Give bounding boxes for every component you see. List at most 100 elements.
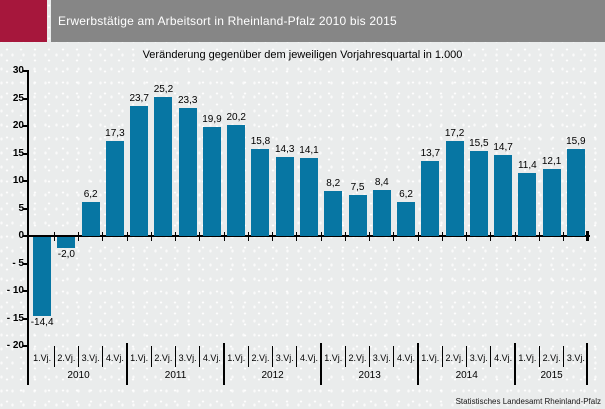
bar-value-label: 14,1 (299, 145, 319, 157)
bar (105, 140, 124, 236)
bar-value-label: 17,3 (105, 127, 125, 139)
year-separator (320, 343, 323, 385)
quarter-label: 2.Vj. (57, 353, 76, 363)
y-axis-tick (23, 70, 29, 72)
bar (130, 105, 149, 236)
bar (421, 160, 440, 236)
y-axis-label: 0 (18, 230, 24, 241)
year-separator (417, 343, 420, 385)
y-axis-tick (23, 262, 29, 265)
bar-value-label: 13,7 (420, 147, 441, 159)
quarter-label: 2.Vj. (251, 353, 270, 363)
quarter-label: 3.Vj. (275, 353, 294, 363)
quarter-tick (247, 232, 249, 241)
quarter-label: 1.Vj. (421, 353, 440, 363)
quarter-label: 2.Vj. (445, 353, 464, 363)
quarter-separator (369, 346, 371, 367)
quarter-separator (538, 346, 540, 367)
bar-value-label: 11,4 (517, 160, 537, 172)
quarter-separator (563, 346, 565, 367)
quarter-tick (441, 232, 443, 241)
year-label: 2011 (164, 370, 187, 381)
quarter-separator (466, 346, 468, 367)
quarter-label: 2.Vj. (348, 353, 367, 363)
chart-subtitle: Veränderung gegenüber dem jeweiligen Vor… (142, 49, 463, 61)
quarter-label: 1.Vj. (518, 353, 537, 363)
quarter-separator (393, 346, 395, 367)
bar-value-label: 23,3 (177, 94, 198, 106)
quarter-label: 4.Vj. (494, 353, 513, 363)
quarter-label: 4.Vj. (202, 353, 221, 363)
bar-value-label: -14,4 (30, 317, 54, 329)
bar (251, 149, 270, 236)
bar-value-label: 12,1 (541, 156, 562, 168)
quarter-label: 1.Vj. (130, 353, 149, 363)
quarter-separator (441, 346, 443, 367)
bar-value-label: 8,4 (374, 176, 389, 188)
quarter-tick (490, 232, 492, 241)
quarter-tick (126, 232, 128, 241)
quarter-label: 4.Vj. (105, 353, 124, 363)
y-axis-label: 30 (12, 65, 24, 76)
bar-value-label: 20,2 (226, 111, 246, 123)
quarter-label: 1.Vj. (33, 353, 52, 363)
quarter-tick (102, 232, 104, 241)
quarter-separator (490, 346, 492, 367)
bar (33, 237, 52, 317)
chart-title: Erwerbstätige am Arbeitsort in Rheinland… (58, 14, 397, 28)
quarter-separator (150, 346, 152, 367)
year-label: 2014 (455, 370, 478, 381)
y-axis-line (27, 71, 29, 385)
bar-value-label: 17,2 (444, 128, 465, 140)
quarter-separator (53, 346, 55, 367)
quarter-label: 3.Vj. (469, 353, 488, 363)
bar (469, 150, 488, 236)
bar (202, 126, 221, 236)
y-axis-label: 15 (12, 147, 24, 159)
year-separator (126, 343, 129, 385)
quarter-tick (466, 232, 468, 241)
bar (348, 194, 367, 236)
zero-line (27, 235, 590, 237)
bar (300, 158, 318, 236)
bar-value-label: 6,2 (399, 188, 413, 200)
y-axis-label: - 5 (12, 257, 24, 269)
bar-value-label: 25,2 (153, 84, 174, 96)
y-axis-tick (23, 125, 29, 127)
header-accent-block (0, 0, 47, 42)
year-label: 2012 (261, 370, 284, 381)
y-axis-label: - 20 (6, 340, 24, 351)
quarter-tick (320, 232, 322, 241)
quarter-tick (199, 232, 201, 241)
quarter-separator (102, 346, 104, 367)
bar (81, 201, 100, 236)
bar (397, 201, 416, 236)
y-axis-tick (23, 207, 29, 210)
bar (542, 169, 561, 236)
y-axis-label: - 15 (6, 312, 24, 324)
bar (518, 173, 537, 236)
bar (275, 157, 294, 236)
quarter-separator (199, 346, 201, 367)
quarter-label: 3.Vj. (81, 353, 100, 363)
bar-value-label: 15,8 (250, 136, 271, 148)
y-axis-tick (23, 290, 29, 292)
quarter-separator (175, 346, 177, 367)
axis-end-tick (586, 231, 589, 241)
year-label: 2013 (358, 370, 381, 381)
year-label: 2015 (540, 370, 563, 381)
bar-value-label: 19,9 (202, 113, 222, 125)
bar (57, 237, 76, 248)
quarter-tick (223, 232, 225, 241)
bar-value-label: 6,2 (83, 188, 98, 200)
quarter-label: 3.Vj. (566, 353, 585, 363)
quarter-label: 4.Vj. (299, 353, 318, 363)
y-axis-tick (23, 180, 29, 182)
quarter-label: 4.Vj. (397, 353, 416, 363)
year-separator (223, 343, 226, 385)
quarter-separator (272, 346, 274, 367)
quarter-tick (344, 232, 346, 241)
bar (154, 97, 173, 236)
